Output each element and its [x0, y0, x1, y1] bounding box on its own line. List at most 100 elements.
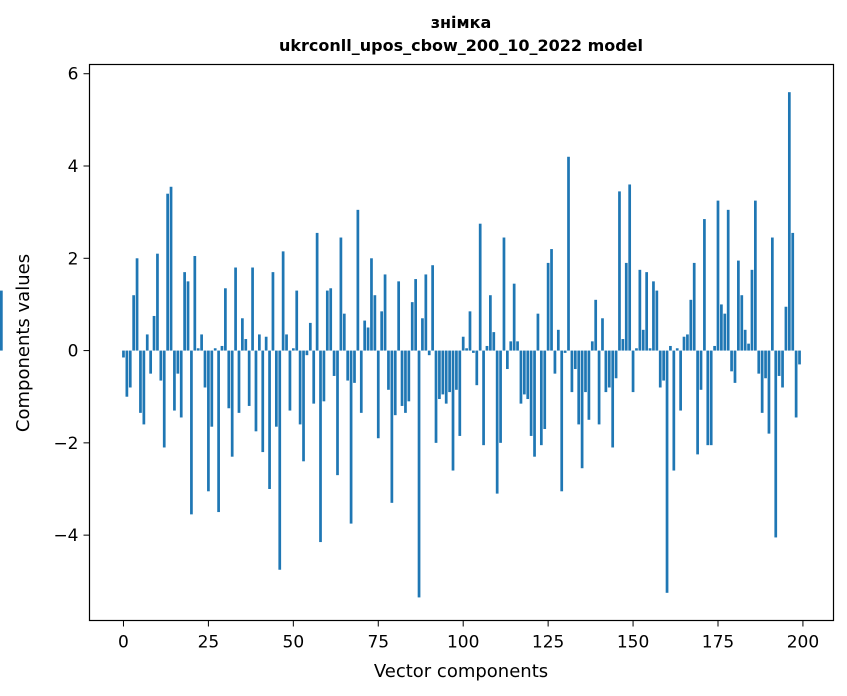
bar [258, 334, 261, 351]
bar [461, 336, 465, 351]
bar [526, 350, 530, 400]
x-tick-label: 200 [787, 633, 819, 653]
bar [149, 350, 153, 374]
bar [370, 258, 373, 351]
bar [794, 350, 798, 418]
bar [468, 311, 472, 351]
bar [699, 350, 703, 390]
bar [754, 200, 757, 351]
bar [0, 290, 3, 351]
bar [536, 313, 540, 351]
bar [196, 348, 200, 351]
bar [325, 290, 329, 351]
bar [159, 350, 163, 381]
bar [210, 350, 214, 427]
bar [363, 320, 367, 351]
bar [353, 350, 356, 383]
bar [424, 274, 428, 351]
bar [747, 343, 750, 351]
bar [798, 350, 801, 365]
bar [186, 281, 190, 351]
bar [349, 350, 353, 524]
bar [139, 350, 142, 413]
bar [665, 350, 669, 593]
bar [271, 272, 275, 351]
x-tick-label: 75 [367, 633, 389, 653]
bar [410, 302, 414, 351]
bar [774, 350, 778, 538]
bar [336, 350, 339, 476]
bar [383, 274, 387, 351]
bar [376, 350, 380, 439]
bar [539, 350, 543, 446]
bar [509, 341, 513, 351]
bar [329, 288, 333, 351]
bar [597, 350, 601, 425]
bar [305, 350, 309, 356]
bar [312, 350, 316, 404]
bar [472, 350, 475, 353]
bar [787, 92, 791, 351]
bar [563, 350, 567, 353]
bar [777, 350, 781, 376]
bar [268, 350, 271, 489]
bar [713, 345, 716, 351]
bar [621, 339, 625, 351]
bar [207, 350, 210, 492]
bar [767, 350, 771, 434]
bar [254, 350, 258, 432]
bar [234, 267, 237, 351]
bar [662, 350, 665, 381]
bar [451, 350, 455, 471]
y-axis-ticks: −4 −2 0 2 4 6 [53, 65, 90, 546]
bar [393, 350, 397, 416]
bar [522, 350, 526, 395]
bar [567, 156, 570, 351]
x-tick-label: 25 [198, 633, 220, 653]
bar [716, 200, 720, 351]
bar [193, 255, 197, 351]
bar [614, 350, 618, 379]
x-tick-label: 0 [118, 633, 129, 653]
bar [203, 350, 207, 388]
bar [570, 350, 574, 393]
bar [689, 299, 693, 351]
bar [217, 350, 220, 513]
bar [278, 350, 282, 570]
bar [652, 281, 655, 351]
bar [679, 350, 682, 411]
bar [733, 350, 737, 383]
bar [737, 260, 740, 351]
x-tick-label: 125 [532, 633, 564, 653]
bar [492, 332, 496, 351]
bar [145, 334, 149, 351]
bar [241, 318, 244, 351]
bar [495, 350, 499, 494]
bar [506, 350, 509, 370]
bar [720, 304, 723, 351]
bar [227, 350, 231, 409]
bar [431, 265, 434, 351]
bar [122, 350, 125, 358]
bar [169, 186, 173, 351]
y-tick-label: 2 [68, 249, 79, 269]
bar [441, 350, 445, 395]
bar [156, 253, 159, 351]
bar [550, 249, 553, 351]
bar [784, 306, 788, 351]
x-axis-ticks: 0 25 50 75 100 125 150 175 200 [118, 620, 819, 653]
bar [516, 341, 519, 351]
bar [485, 345, 489, 351]
bar [444, 350, 448, 404]
bar [455, 350, 458, 390]
bar [760, 350, 764, 413]
bar [648, 348, 652, 351]
bar [740, 295, 744, 351]
x-axis-label: Vector components [374, 661, 548, 682]
bar [128, 350, 132, 388]
bar [638, 269, 642, 351]
bar [438, 350, 441, 400]
bar [179, 350, 183, 418]
bar [618, 191, 621, 351]
bar [594, 299, 598, 351]
